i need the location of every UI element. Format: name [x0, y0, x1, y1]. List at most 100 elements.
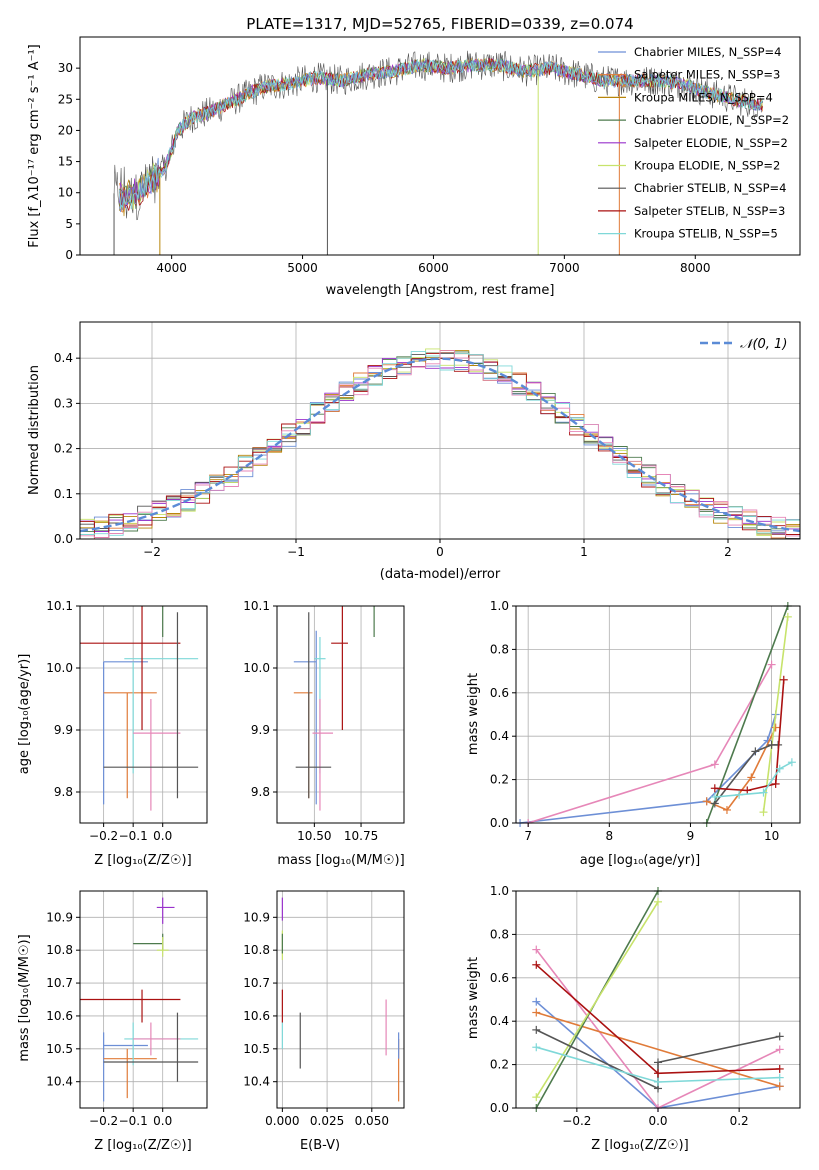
weight-marker — [532, 960, 541, 969]
error-bar-point — [373, 606, 375, 637]
y-tick-label: 9.8 — [251, 785, 270, 799]
y-tick-label: 0.4 — [490, 1014, 509, 1028]
y-tick-label: 10.6 — [243, 1009, 270, 1023]
age-vs-mass-panel: 10.50 10.75 9.8 9.9 10.0 10.1 — [243, 599, 405, 843]
error-bar-point — [157, 569, 175, 606]
weight-marker — [775, 1064, 784, 1073]
weight-marker — [767, 660, 776, 669]
error-bar-point — [103, 1048, 157, 1099]
y-tick-label: 10.7 — [243, 976, 270, 990]
y-tick-label: 9.9 — [251, 723, 270, 737]
weight-marker — [654, 1058, 662, 1067]
y-tick-label: 10.8 — [46, 943, 73, 957]
weight-marker — [743, 786, 752, 795]
age-vs-metallicity-ylabel: age [log₁₀(age/yr)] — [17, 654, 32, 775]
legend-entry: Kroupa MILES, N_SSP=4 — [634, 90, 773, 104]
x-tick-label: 1 — [580, 545, 588, 559]
weight-marker — [654, 1077, 662, 1086]
error-bar-point — [103, 692, 157, 799]
axes-frame — [276, 890, 405, 1109]
age-vs-metallicity-xlabel: Z [log₁₀(Z/Z☉)] — [94, 853, 191, 868]
histogram-steps — [80, 348, 800, 539]
weight-series-line — [714, 679, 785, 792]
mass-vs-metallicity-xlabel: Z [log₁₀(Z/Z☉)] — [94, 1138, 191, 1153]
y-tick-label: 10.7 — [46, 976, 73, 990]
mass-vs-metallicity-ylabel: mass [log₁₀(M/M☉)] — [17, 934, 32, 1061]
y-tick-label: 15 — [58, 155, 73, 169]
weight-series-line — [535, 901, 659, 1098]
y-tick-label: 0.6 — [490, 686, 509, 700]
y-tick-label: 1.0 — [490, 599, 509, 613]
spectrum-lines — [113, 50, 764, 255]
error-bar-point — [103, 1032, 148, 1102]
axes-frame — [79, 605, 208, 824]
weight-marker — [775, 1032, 784, 1041]
error-bar-point — [157, 556, 169, 606]
weight-marker — [710, 792, 719, 801]
y-tick-label: 0.3 — [54, 396, 73, 410]
error-bars — [80, 897, 199, 1102]
spectrum-legend: Chabrier MILES, N_SSP=4 Salpeter MILES, N… — [598, 45, 789, 241]
weight-series-line — [705, 605, 789, 824]
error-bars — [281, 897, 400, 1102]
x-tick-label: −0.2 — [89, 829, 118, 843]
y-tick-label: 0.1 — [54, 487, 73, 501]
weight-marker — [532, 945, 541, 954]
weight-marker — [654, 1069, 662, 1078]
error-bar-point — [133, 1022, 181, 1056]
x-tick-label: −0.2 — [562, 1114, 591, 1128]
normal-curve — [80, 357, 800, 533]
spectrum-ylabel: Flux [f_λ10⁻¹⁷ erg cm⁻² s⁻¹ A⁻¹] — [27, 44, 42, 248]
x-tick-label: 8000 — [680, 261, 711, 275]
x-tick-label: −2 — [143, 545, 161, 559]
histogram-series — [80, 349, 800, 538]
mass-weight-vs-metallicity-ylabel: mass weight — [466, 957, 481, 1039]
error-bars — [80, 556, 199, 811]
histogram-panel: −2 −1 0 1 2 0.0 0.1 0.2 0.3 0.4 𝒩(0, 1) — [54, 321, 801, 559]
weight-marker — [779, 675, 788, 684]
error-bar-point — [103, 661, 148, 805]
x-tick-label: 0.0 — [648, 1114, 667, 1128]
axes-frame — [79, 36, 801, 256]
y-tick-label: 25 — [58, 92, 73, 106]
mass-weight-vs-age-ylabel: mass weight — [466, 673, 481, 755]
weight-marker — [532, 1093, 541, 1102]
y-tick-label: 10.9 — [243, 910, 270, 924]
plot-area — [80, 606, 207, 823]
weight-marker — [654, 897, 662, 906]
y-tick-label: 0.2 — [54, 442, 73, 456]
x-tick-label: 0.025 — [310, 1114, 344, 1128]
x-tick-label: 0.0 — [153, 829, 172, 843]
mass-weight-vs-metallicity-xlabel: Z [log₁₀(Z/Z☉)] — [591, 1138, 688, 1153]
y-tick-label: 10.4 — [243, 1075, 270, 1089]
y-tick-label: 0.2 — [490, 773, 509, 787]
mass-vs-metallicity-panel: −0.2 −0.1 0.0 10.4 10.5 10.6 10.7 10.8 10.9 — [46, 890, 208, 1128]
plot-area — [80, 37, 800, 255]
error-bar-point — [156, 937, 169, 957]
x-tick-label: 7000 — [549, 261, 580, 275]
weight-marker — [771, 723, 780, 732]
weight-marker — [775, 1082, 784, 1091]
y-tick-label: 0.0 — [490, 816, 509, 830]
error-bar-point — [162, 606, 164, 637]
spectrum-xlabel: wavelength [Angstrom, rest frame] — [326, 283, 555, 298]
age-vs-metallicity-panel: −0.2 −0.1 0.0 9.8 9.9 10.0 10.1 — [46, 556, 208, 843]
x-tick-label: −0.1 — [119, 1114, 148, 1128]
error-bar-point — [80, 606, 181, 730]
plot-area — [277, 606, 404, 823]
weight-marker — [710, 760, 719, 769]
y-tick-label: 10.4 — [46, 1075, 73, 1089]
y-tick-label: 10.6 — [46, 1009, 73, 1023]
weight-marker — [787, 758, 796, 767]
y-tick-label: 0 — [65, 248, 73, 262]
y-tick-label: 10.1 — [46, 599, 73, 613]
plot-area — [277, 891, 404, 1108]
axes-frame — [515, 605, 801, 824]
error-bar-point — [103, 1012, 199, 1082]
y-tick-label: 10.8 — [243, 943, 270, 957]
weight-marker — [775, 1073, 784, 1082]
mass-vs-ebv-xlabel: E(B-V) — [300, 1138, 340, 1153]
y-tick-label: 10.9 — [46, 910, 73, 924]
weight-marker — [735, 790, 744, 799]
error-bar-point — [295, 612, 332, 799]
